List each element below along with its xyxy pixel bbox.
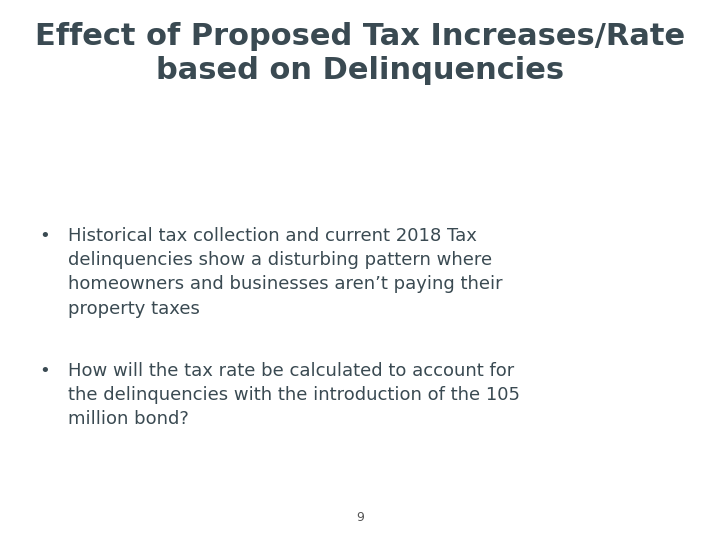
Text: •: • <box>40 362 50 380</box>
Text: Historical tax collection and current 2018 Tax
delinquencies show a disturbing p: Historical tax collection and current 20… <box>68 227 503 318</box>
Text: How will the tax rate be calculated to account for
the delinquencies with the in: How will the tax rate be calculated to a… <box>68 362 521 428</box>
Text: 9: 9 <box>356 511 364 524</box>
Text: Effect of Proposed Tax Increases/Rate
based on Delinquencies: Effect of Proposed Tax Increases/Rate ba… <box>35 22 685 85</box>
Text: •: • <box>40 227 50 245</box>
